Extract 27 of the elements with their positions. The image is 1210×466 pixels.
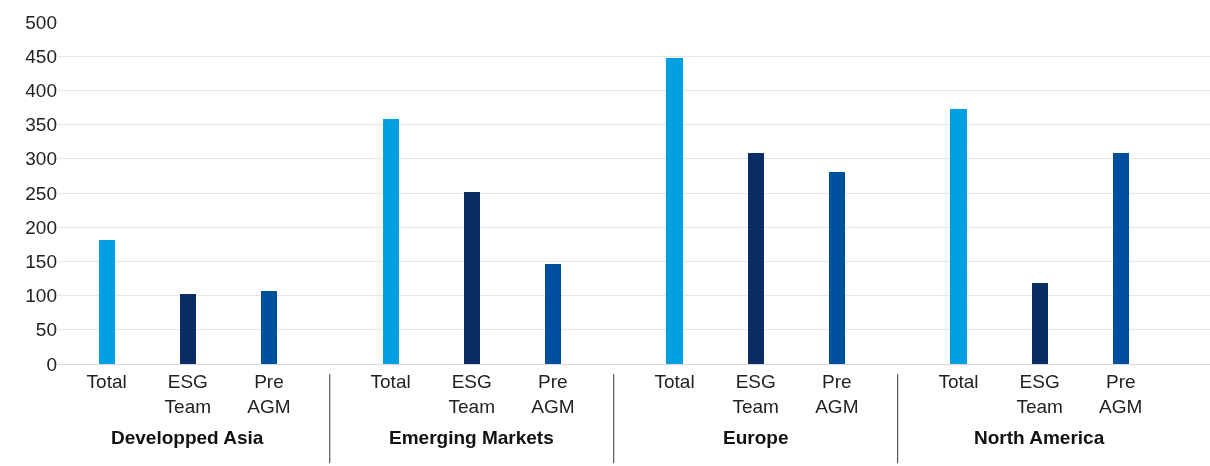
x-tick-label: Pre AGM (247, 370, 291, 417)
text: Developped Asia (111, 427, 264, 448)
text: North America (974, 427, 1105, 448)
x-tick-label: ESG Team (732, 370, 779, 417)
y-tick-label: 400 (25, 80, 57, 102)
y-tick-label: 0 (46, 353, 57, 375)
y-tick-label: 300 (25, 148, 57, 170)
x-tick-label: Pre AGM (815, 370, 859, 417)
y-tick-label: 350 (25, 114, 57, 136)
x-tick-label: Total (86, 370, 127, 392)
x-tick-label: Pre AGM (531, 370, 575, 417)
x-tick-label: Pre AGM (1099, 370, 1143, 417)
text: Europe (723, 427, 789, 448)
y-tick-label: 450 (25, 45, 57, 67)
text: Emerging Markets (389, 427, 554, 448)
x-tick-label: ESG Team (1016, 370, 1063, 417)
y-tick-label: 250 (25, 182, 57, 204)
x-tick-label: Total (370, 370, 411, 392)
x-tick-label: ESG Team (164, 370, 212, 417)
x-tick-label: Total (654, 370, 695, 392)
y-tick-label: 100 (25, 285, 57, 307)
y-tick-label: 200 (25, 216, 57, 238)
y-tick-label: 500 (25, 11, 57, 33)
x-tick-label: ESG Team (448, 370, 495, 417)
y-tick-label: 50 (35, 319, 57, 341)
y-tick-label: 150 (25, 251, 57, 273)
x-tick-label: Total (938, 370, 979, 392)
